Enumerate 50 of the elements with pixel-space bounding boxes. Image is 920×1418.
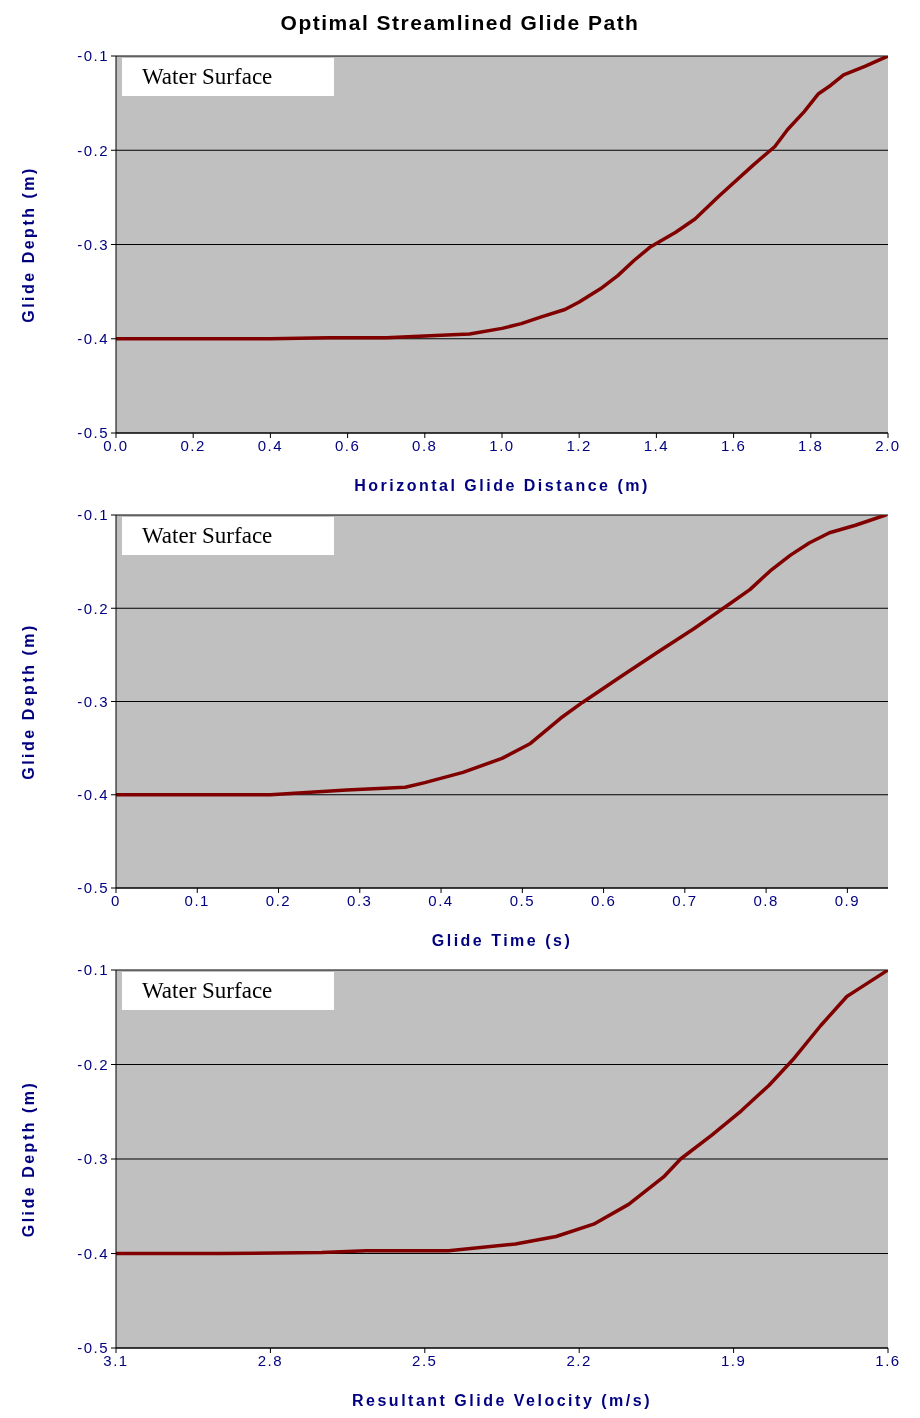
y-axis-title: Glide Depth (m) [19,1080,37,1238]
chart-title: Optimal Streamlined Glide Path [279,10,641,36]
y-tick-label: -0.2 [77,599,109,617]
y-tick-label: -0.3 [77,235,109,253]
y-tick-label: -0.3 [77,692,109,710]
y-tick-label: -0.3 [77,1150,109,1168]
label-box: Water Surface [122,517,334,555]
y-tick-label: -0.5 [77,879,109,897]
y-tick-label: -0.4 [77,1244,109,1262]
x-tick-label: 1.8 [798,436,824,454]
x-tick-label: 1.2 [566,436,592,454]
x-tick-label: 2.2 [566,1351,592,1369]
x-tick-label: 2.5 [412,1351,438,1369]
x-tick-label: 0 [111,891,121,909]
label-box: Water Surface [122,58,334,96]
x-tick-label: 0.9 [834,891,861,909]
x-tick-label: 1.6 [720,436,747,454]
x-tick-label: 0.8 [753,891,779,909]
x-tick-label: 0.1 [184,891,210,909]
y-tick-label: -0.1 [77,961,109,979]
x-tick-label: 0.5 [509,891,535,909]
y-axis-title: Glide Depth (m) [19,166,37,323]
y-tick-label: -0.1 [77,506,109,524]
y-tick-label: -0.1 [77,47,109,65]
x-axis-title: Horizontal Glide Distance (m) [354,477,650,494]
x-tick-label: 1.9 [720,1351,747,1369]
y-tick-label: -0.2 [77,141,109,159]
x-tick-label: 1.4 [643,436,670,454]
x-tick-label: 0.6 [334,436,361,454]
x-tick-label: 1.6 [875,1351,901,1369]
x-tick-label: 0.4 [257,436,284,454]
y-tick-label: -0.5 [77,424,109,442]
y-tick-label: -0.4 [77,330,109,348]
x-tick-label: 2.0 [875,436,901,454]
y-tick-label: -0.2 [77,1055,109,1073]
x-tick-label: 2.8 [257,1351,284,1369]
x-tick-label: 0.8 [412,436,438,454]
x-tick-label: 1.0 [489,436,515,454]
x-axis-title: Glide Time (s) [431,932,573,949]
x-tick-label: 0.2 [265,891,292,909]
x-tick-label: 0.7 [672,891,698,909]
y-tick-label: -0.5 [77,1339,109,1357]
x-tick-label: 0.3 [347,891,373,909]
label-box: Water Surface [122,972,334,1010]
y-tick-label: -0.4 [77,786,109,804]
x-tick-label: 0.2 [180,436,206,454]
y-axis-title: Glide Depth (m) [19,623,37,780]
x-tick-label: 0.4 [428,891,454,909]
x-tick-label: 0.6 [590,891,617,909]
x-axis-title: Resultant Glide Velocity (m/s) [352,1392,652,1409]
